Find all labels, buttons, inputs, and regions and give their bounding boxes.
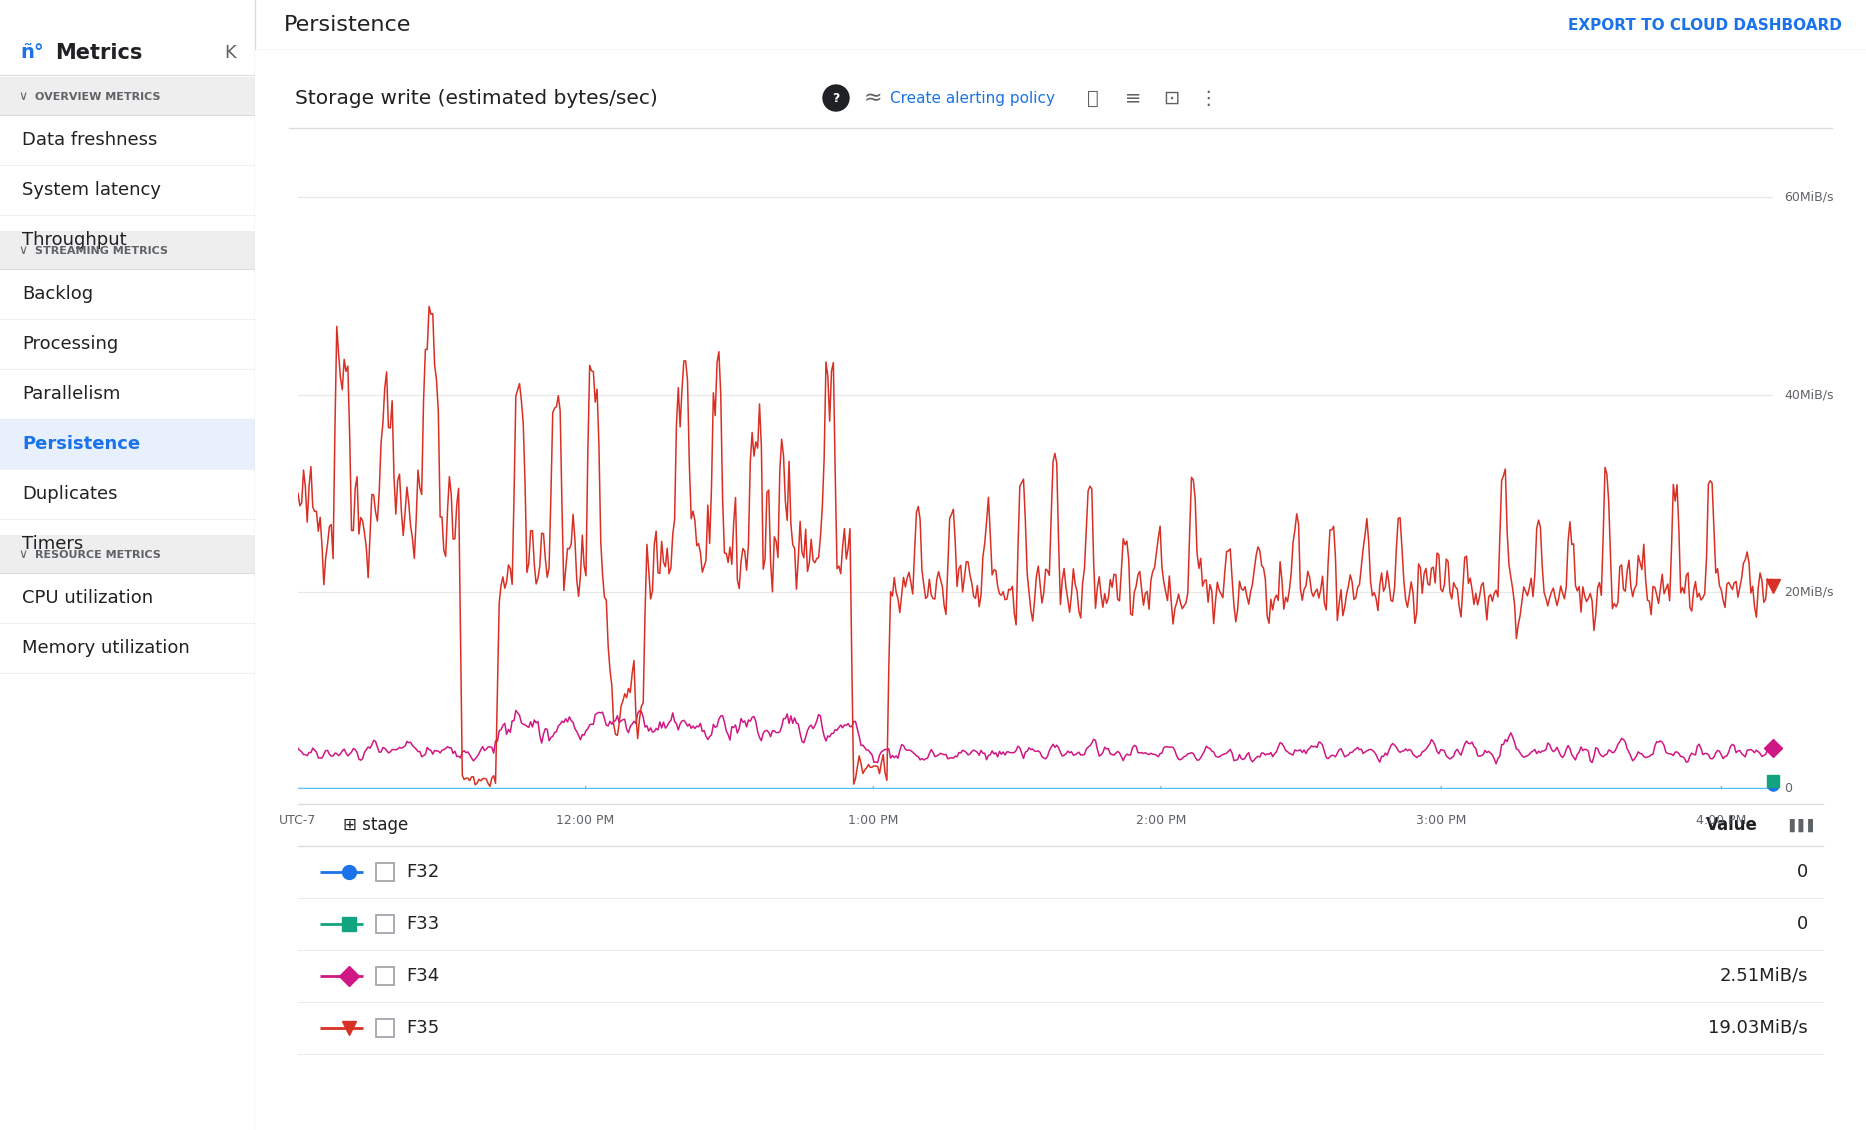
Text: Data freshness: Data freshness [22,131,157,149]
Text: 2:00 PM: 2:00 PM [1136,814,1187,827]
Text: Metrics: Metrics [54,43,142,63]
Text: F34: F34 [407,967,439,985]
Text: EXPORT TO CLOUD DASHBOARD: EXPORT TO CLOUD DASHBOARD [1567,17,1842,33]
Text: ≈: ≈ [864,88,883,108]
Text: ⊡: ⊡ [1163,88,1179,107]
Text: UTC-7: UTC-7 [280,814,317,827]
Text: 0: 0 [1797,915,1808,933]
Text: Backlog: Backlog [22,285,93,303]
Text: Timers: Timers [22,534,84,553]
Bar [377,1019,394,1037]
Text: 2.51MiB/s: 2.51MiB/s [1719,967,1808,985]
Text: Create alerting policy: Create alerting policy [890,90,1056,105]
Text: 20MiB/s: 20MiB/s [1784,585,1834,598]
Text: STREAMING METRICS: STREAMING METRICS [35,246,168,257]
Text: OVERVIEW METRICS: OVERVIEW METRICS [35,92,160,102]
Text: Duplicates: Duplicates [22,485,118,503]
Text: Storage write (estimated bytes/sec): Storage write (estimated bytes/sec) [295,88,657,107]
Text: K: K [224,44,235,62]
Text: RESOURCE METRICS: RESOURCE METRICS [35,550,160,560]
Text: 0: 0 [1784,782,1791,796]
Text: Parallelism: Parallelism [22,385,121,403]
Text: ∨: ∨ [19,548,28,562]
Text: 0: 0 [1797,863,1808,881]
Bar [0,419,256,469]
Bar [377,967,394,985]
Text: System latency: System latency [22,181,160,199]
Bar [0,231,256,269]
Text: 19.03MiB/s: 19.03MiB/s [1707,1019,1808,1037]
Text: 3:00 PM: 3:00 PM [1416,814,1467,827]
Text: ∨: ∨ [19,90,28,104]
Bar [377,915,394,933]
Text: Persistence: Persistence [22,435,140,453]
Text: Processing: Processing [22,334,118,353]
Circle shape [823,85,849,111]
Text: Persistence: Persistence [284,15,411,35]
Text: 12:00 PM: 12:00 PM [556,814,614,827]
Text: 40MiB/s: 40MiB/s [1784,388,1834,401]
Text: ∨: ∨ [19,244,28,258]
Bar [377,863,394,881]
Text: ⋮: ⋮ [1198,88,1218,107]
Text: ≡: ≡ [1125,88,1142,107]
Bar [0,77,256,115]
Text: F35: F35 [407,1019,439,1037]
Text: 1:00 PM: 1:00 PM [847,814,898,827]
Text: ▐▐▐: ▐▐▐ [1784,818,1814,832]
Text: ?: ? [832,92,840,104]
Text: F33: F33 [407,915,439,933]
Text: ⌕: ⌕ [1088,88,1099,107]
Text: Memory utilization: Memory utilization [22,638,190,657]
Text: Throughput: Throughput [22,231,127,249]
Text: ñ°: ñ° [21,43,43,62]
Text: CPU utilization: CPU utilization [22,589,153,607]
Text: F32: F32 [407,863,439,881]
Bar [0,534,256,573]
Text: 4:00 PM: 4:00 PM [1696,814,1747,827]
Text: ⊞ stage: ⊞ stage [343,816,409,834]
Text: 60MiB/s: 60MiB/s [1784,191,1834,203]
Text: Value: Value [1706,816,1758,834]
